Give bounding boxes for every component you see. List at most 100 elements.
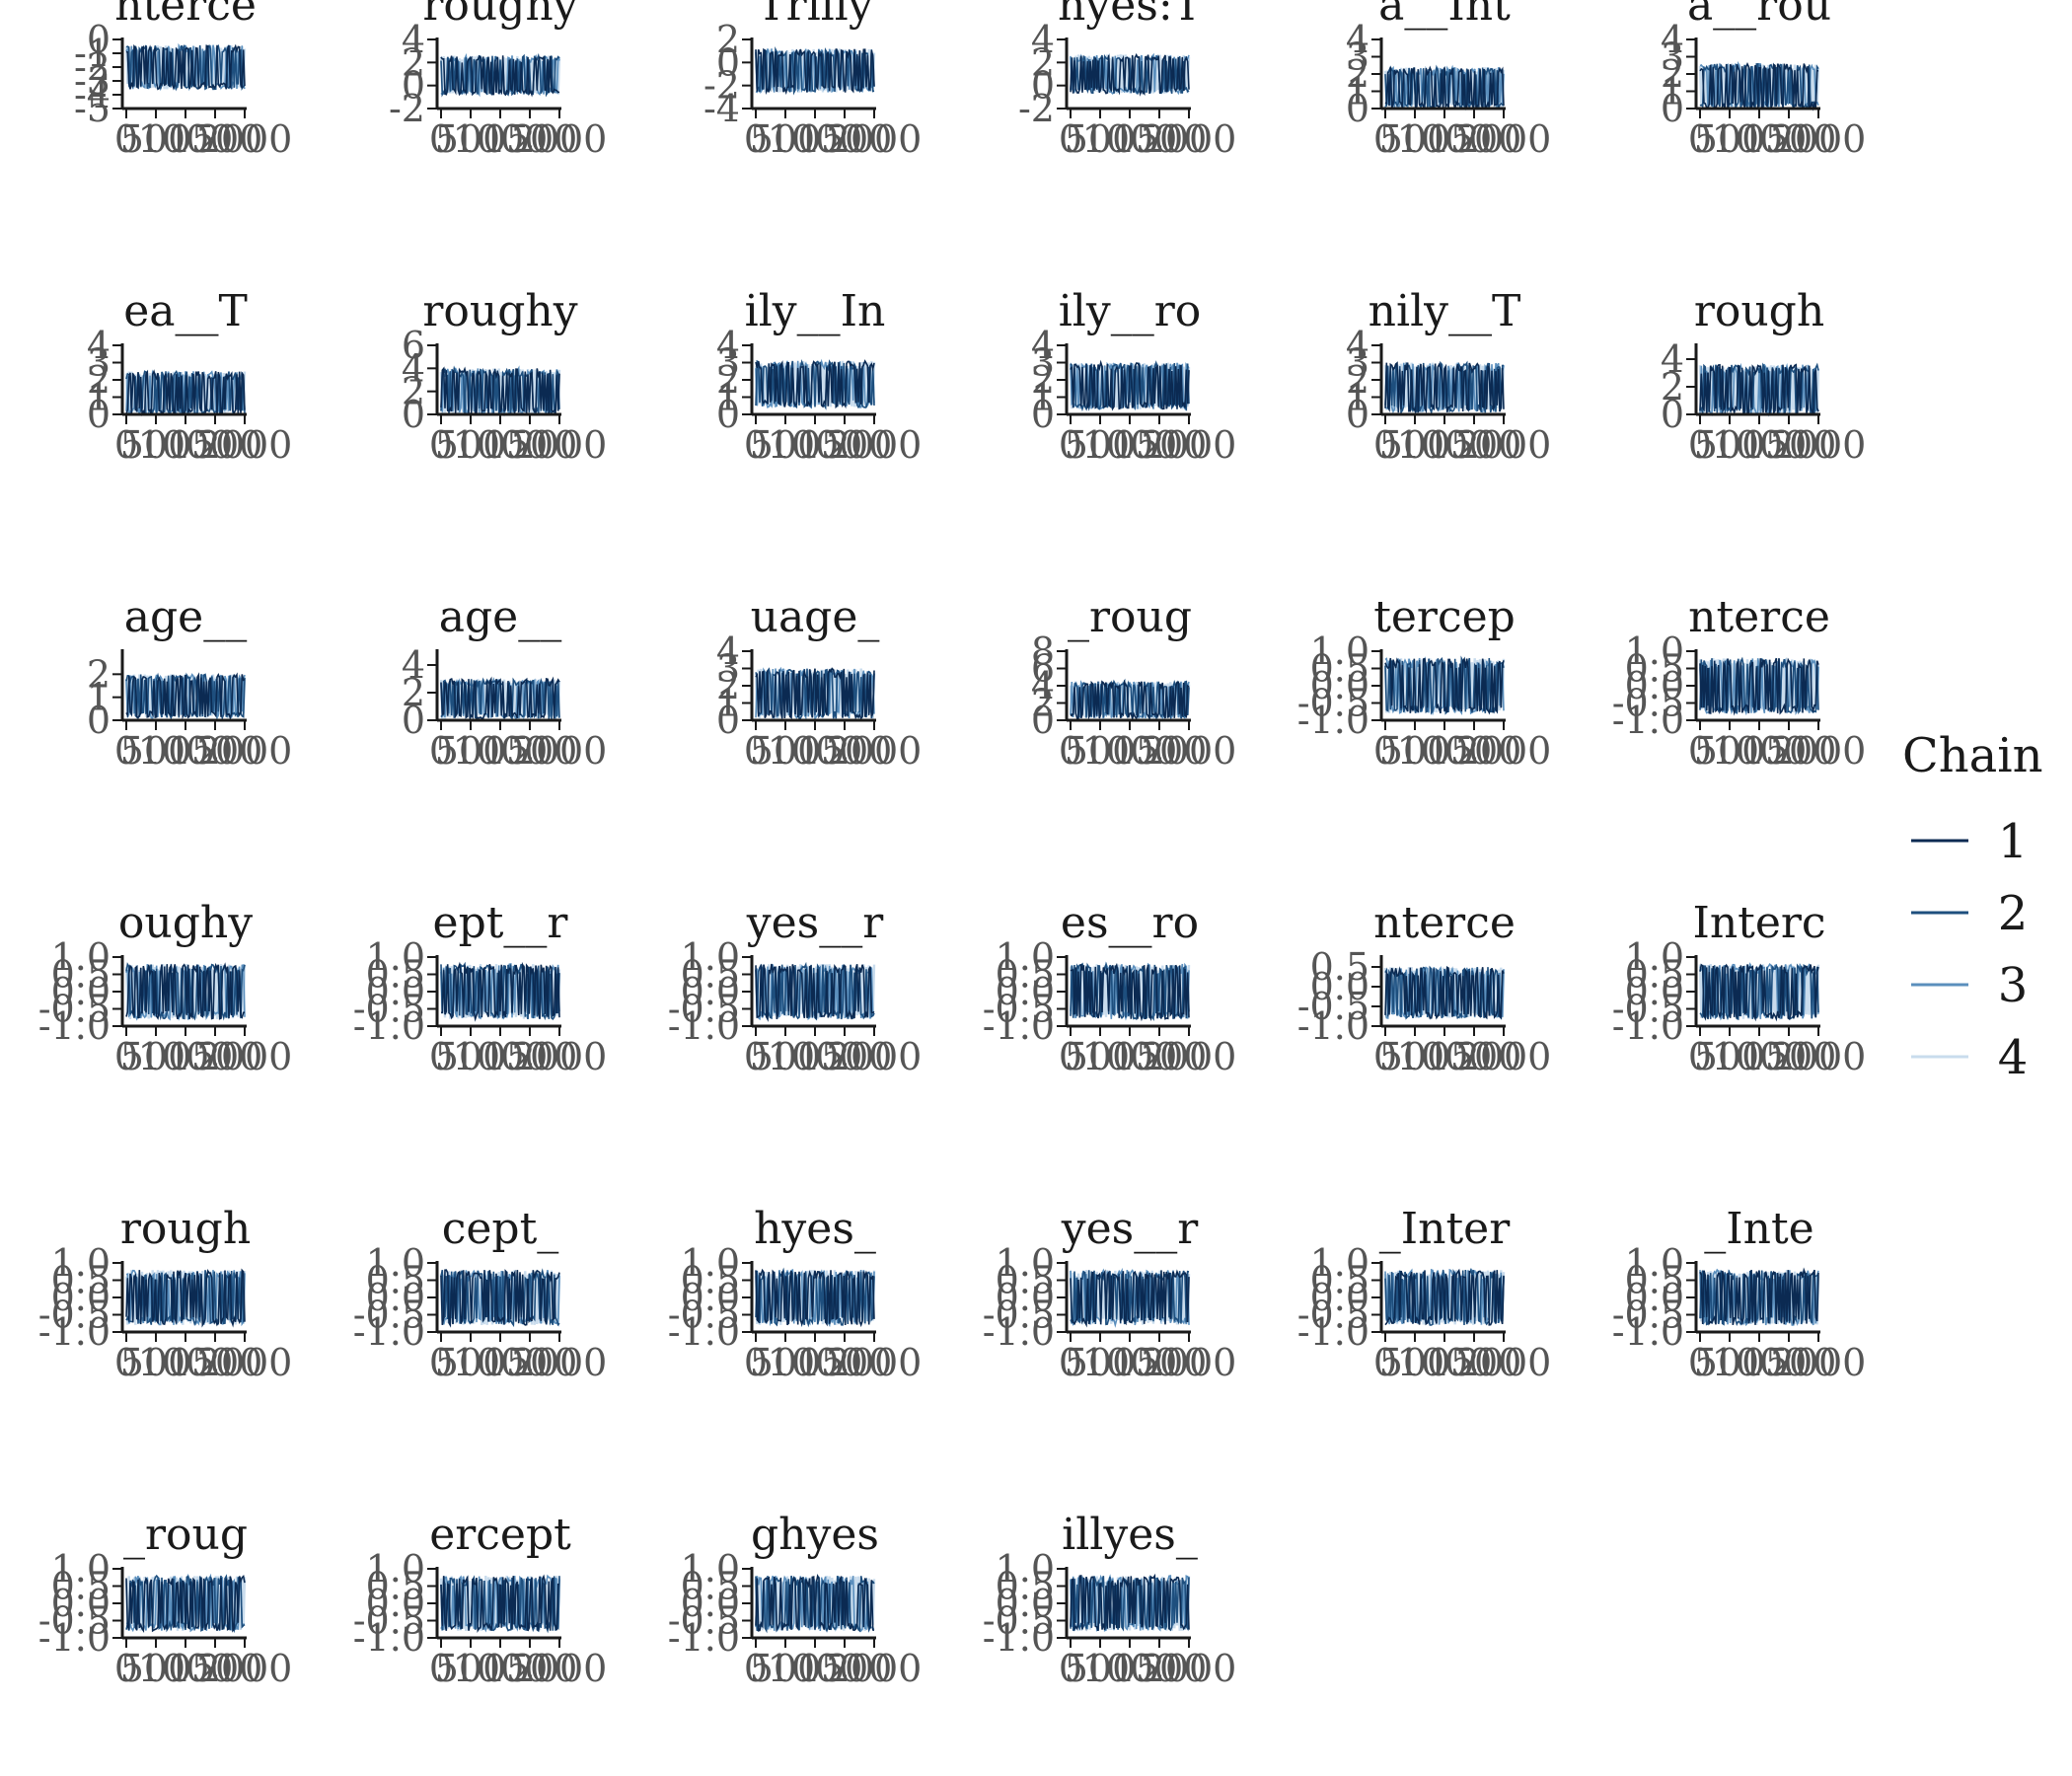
x-tick-label: 1500 xyxy=(1427,729,1522,773)
panel-title: nterce xyxy=(1688,592,1830,642)
x-tick-label: 1000 xyxy=(1397,423,1493,467)
x-tick-label: 2000 xyxy=(197,729,293,773)
y-tick-label: -1.0 xyxy=(1297,699,1369,742)
chain-1-trace xyxy=(1699,363,1819,416)
x-tick-label: 2000 xyxy=(1142,423,1237,467)
y-tick-label: 3 xyxy=(716,647,740,691)
x-tick-label: 500 xyxy=(1694,1341,1766,1384)
y-tick-label: 0.0 xyxy=(51,1582,111,1625)
x-tick-label: 1000 xyxy=(453,729,549,773)
y-tick-label: -0.5 xyxy=(353,988,425,1031)
chain-1-trace xyxy=(1070,962,1190,1022)
y-tick-label: 2 xyxy=(1031,358,1055,402)
y-tick-label: -1.0 xyxy=(983,1310,1055,1354)
y-tick-label: 0.5 xyxy=(996,953,1055,997)
x-tick-label: 1500 xyxy=(482,1035,578,1078)
y-tick-label: -4 xyxy=(703,87,740,130)
y-tick-label: 0.0 xyxy=(1625,664,1684,707)
y-tick-label: 4 xyxy=(402,346,425,390)
panel-title: hyes:T xyxy=(1058,0,1202,31)
y-tick-label: 1 xyxy=(1661,70,1684,113)
panel-title: ily__In xyxy=(745,286,886,336)
chain-2-trace xyxy=(125,43,246,92)
y-tick-label: 0.5 xyxy=(996,1565,1055,1608)
y-tick-label: 0.0 xyxy=(681,1276,740,1319)
x-tick-label: 1500 xyxy=(1741,1035,1837,1078)
x-tick-label: 500 xyxy=(435,423,507,467)
x-tick-label: 2000 xyxy=(1456,117,1552,161)
y-tick-label: 2 xyxy=(716,18,740,61)
y-tick-label: 2 xyxy=(1346,358,1369,402)
chain-1-trace xyxy=(755,963,875,1022)
chain-1-trace xyxy=(440,961,560,1022)
y-tick-label: -2 xyxy=(703,64,740,108)
y-tick-label: -0.5 xyxy=(668,988,740,1031)
y-tick-label: -1.0 xyxy=(668,1616,740,1660)
x-tick-label: 0 xyxy=(1059,1035,1082,1078)
x-tick-label: 0 xyxy=(744,729,768,773)
y-tick-label: 0.5 xyxy=(681,953,740,997)
x-tick-label: 0 xyxy=(429,1647,453,1690)
y-tick-label: 0.0 xyxy=(366,970,425,1013)
y-tick-label: 0.0 xyxy=(1625,970,1684,1013)
y-tick-label: -1.0 xyxy=(353,1616,425,1660)
y-tick-label: -4 xyxy=(74,73,111,116)
y-tick-label: -0.5 xyxy=(1297,985,1369,1028)
chain-2-trace xyxy=(755,1267,875,1328)
x-tick-label: 1500 xyxy=(1112,423,1208,467)
panel-title: illyes_ xyxy=(1062,1510,1198,1560)
y-tick-label: -0.5 xyxy=(1297,1294,1369,1337)
y-tick-label: 1.0 xyxy=(366,1547,425,1591)
y-tick-label: -2 xyxy=(389,87,425,130)
panel-title: nily__T xyxy=(1369,286,1521,336)
x-tick-label: 2000 xyxy=(512,1035,608,1078)
x-tick-label: 1000 xyxy=(1712,729,1808,773)
panel-title: a__Int xyxy=(1378,0,1511,31)
x-tick-label: 1500 xyxy=(1112,1647,1208,1690)
y-tick-label: -1.0 xyxy=(38,1310,111,1354)
x-tick-label: 500 xyxy=(120,1341,192,1384)
chain-1-trace xyxy=(125,1575,246,1633)
y-tick-label: -1.0 xyxy=(38,1004,111,1048)
y-tick-label: -0.5 xyxy=(1297,682,1369,725)
panel-title: hyes_ xyxy=(754,1204,876,1254)
y-tick-label: 2 xyxy=(716,664,740,707)
y-tick-label: 1 xyxy=(716,376,740,419)
chain-1-trace xyxy=(440,366,560,416)
panel-title: cept_ xyxy=(442,1204,559,1254)
panel-title: ily__ro xyxy=(1059,286,1202,336)
x-tick-label: 500 xyxy=(435,117,507,161)
y-tick-label: 0.5 xyxy=(1625,647,1684,691)
x-tick-label: 2000 xyxy=(827,1341,923,1384)
y-tick-label: 4 xyxy=(402,18,425,61)
x-tick-label: 1000 xyxy=(1397,1341,1493,1384)
x-tick-label: 0 xyxy=(744,1035,768,1078)
x-tick-label: 1500 xyxy=(168,1035,263,1078)
y-tick-label: 6 xyxy=(1031,647,1055,691)
panel-title: uage_ xyxy=(751,592,880,642)
chain-1-trace xyxy=(1384,361,1505,414)
y-tick-label: -1.0 xyxy=(668,1004,740,1048)
x-tick-label: 1000 xyxy=(1082,1341,1178,1384)
chain-1-trace xyxy=(1070,679,1190,722)
chain-4-trace xyxy=(124,964,247,1020)
x-tick-label: 1500 xyxy=(482,729,578,773)
x-tick-label: 500 xyxy=(435,1647,507,1690)
x-tick-label: 2000 xyxy=(1142,729,1237,773)
y-tick-label: -1.0 xyxy=(38,1616,111,1660)
panel-title: _roug xyxy=(1068,592,1192,642)
y-tick-label: -1.0 xyxy=(1297,1004,1369,1048)
x-tick-label: 1500 xyxy=(1112,1341,1208,1384)
y-tick-label: 0.5 xyxy=(366,953,425,997)
chain-1-trace xyxy=(1070,359,1190,411)
x-tick-label: 2000 xyxy=(512,1341,608,1384)
x-tick-label: 2000 xyxy=(197,1341,293,1384)
x-tick-label: 0 xyxy=(1373,117,1397,161)
